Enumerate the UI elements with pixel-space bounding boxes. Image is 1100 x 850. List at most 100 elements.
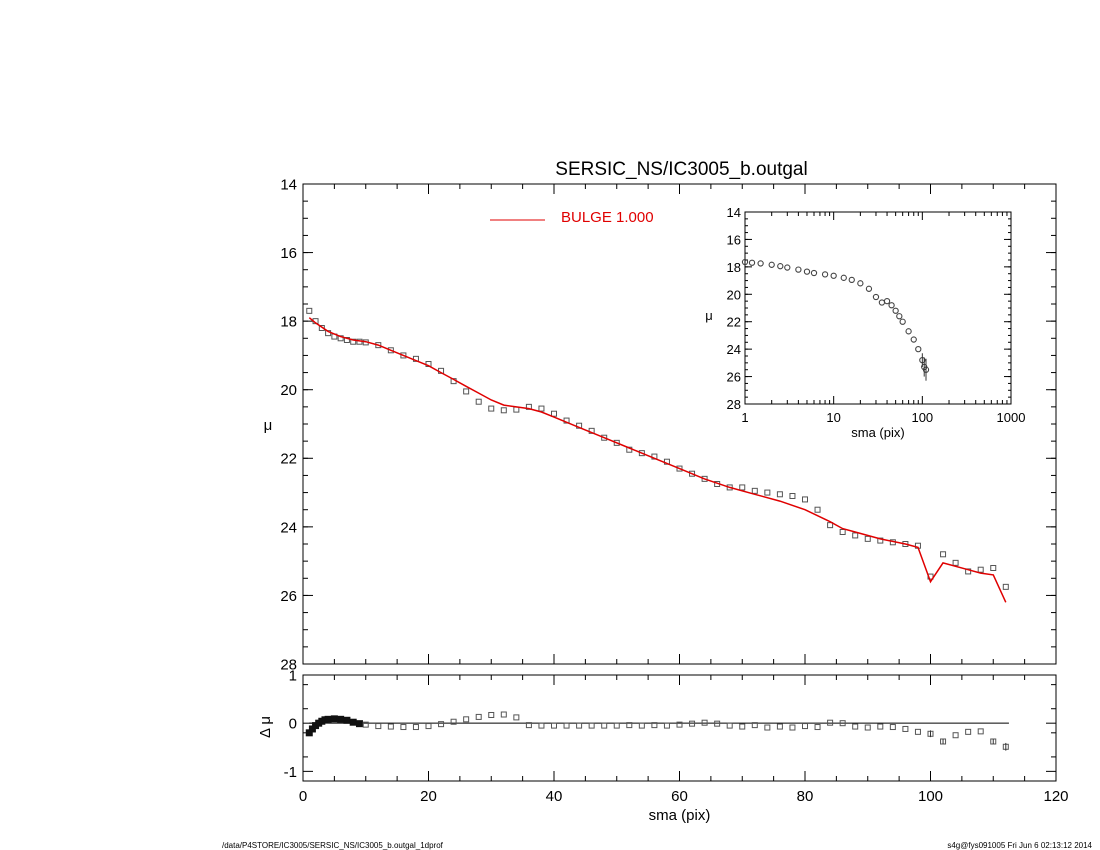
main-ytick-label: 26 [280, 588, 297, 605]
residual-point [362, 721, 369, 728]
inset-frame [744, 211, 1012, 405]
inset-point [892, 307, 899, 314]
inset-point [784, 264, 791, 271]
residual-point [349, 718, 357, 726]
inset-point [905, 328, 912, 335]
main-data-point [343, 337, 350, 343]
main-data-point [864, 535, 871, 542]
residual-point [789, 724, 796, 731]
residual-point [500, 711, 507, 718]
main-data-point [400, 352, 407, 359]
inset-ytick-label: 18 [727, 260, 741, 275]
main-data-point [500, 407, 507, 414]
residual-point [965, 728, 972, 735]
main-data-point [977, 566, 984, 573]
main-data-point [839, 529, 846, 535]
footer-path: /data/P4STORE/IC3005/SERSIC_NS/IC3005_b.… [222, 841, 443, 850]
chart-title: SERSIC_NS/IC3005_b.outgal [555, 159, 807, 180]
residual-point [343, 716, 351, 724]
inset-ytick-label: 22 [727, 315, 741, 330]
inset-point [857, 280, 864, 287]
main-data-point [990, 565, 997, 571]
residual-point [375, 723, 382, 730]
residual-ytick-label: 1 [289, 667, 297, 684]
inset-point [848, 276, 855, 284]
inset-point [821, 271, 829, 278]
inset-point [777, 263, 784, 270]
residual-point [355, 720, 363, 728]
main-ytick-label: 14 [280, 176, 297, 193]
inset-point [768, 261, 775, 268]
main-data-point [463, 388, 470, 395]
residual-point [689, 720, 696, 727]
residual-point [400, 724, 407, 731]
residual-point [940, 738, 947, 745]
inset-point [830, 272, 837, 279]
main-data-point [789, 493, 796, 499]
residual-point [839, 720, 846, 727]
residual-point [864, 724, 871, 731]
residual-point [902, 725, 909, 732]
residual-ytick-label: 0 [289, 716, 297, 733]
main-ylabel: μ [264, 417, 273, 434]
inset-point [795, 266, 802, 273]
main-ytick-label: 28 [280, 656, 297, 673]
residual-point [412, 724, 419, 731]
residual-point [475, 713, 482, 720]
main-data-point [852, 532, 859, 539]
residual-point [538, 722, 545, 729]
residual-xtick-label: 0 [299, 788, 307, 805]
inset-point [872, 293, 880, 301]
inset-point [741, 258, 749, 266]
residual-point [525, 722, 532, 729]
residual-point [977, 728, 984, 735]
residual-point [463, 716, 470, 723]
legend-label: BULGE 1.000 [561, 209, 654, 226]
residual-point [889, 724, 896, 731]
residual-point [714, 720, 721, 727]
main-frame [302, 183, 1057, 665]
footer-timestamp: s4g@fys091005 Fri Jun 6 02:13:12 2014 [947, 841, 1092, 850]
inset-point [896, 313, 903, 320]
residual-point [576, 722, 583, 729]
residual-point [914, 728, 921, 735]
main-panel: 14 16 18 20 22 24 26 28 SERSIC_NS/IC3005_b.outga… [264, 159, 1057, 673]
main-data-point [751, 487, 758, 494]
inset-point [878, 299, 886, 306]
residual-xlabel: sma (pix) [649, 807, 711, 824]
residual-xtick-label: 20 [420, 788, 437, 805]
main-data-point [827, 522, 834, 529]
residual-point [676, 721, 683, 728]
residual-xtick-label: 40 [546, 788, 563, 805]
residual-point [651, 722, 658, 729]
residual-point [438, 721, 445, 728]
inset-ylabel: μ [705, 308, 713, 323]
residual-point [563, 722, 570, 729]
inset-point [840, 274, 847, 281]
residual-point [588, 722, 595, 729]
main-data-point [940, 551, 947, 558]
residual-point [764, 724, 771, 731]
inset-xtick-label: 100 [911, 410, 933, 425]
residual-point [488, 711, 495, 718]
inset-xtick-label: 1000 [997, 410, 1026, 425]
residual-point [638, 722, 645, 729]
residual-point [814, 724, 821, 731]
residual-point [663, 722, 670, 729]
inset-ytick-label: 28 [727, 397, 741, 412]
residual-xtick-label: 100 [918, 788, 943, 805]
inset-panel: 14 16 18 20 22 24 26 281 10 100 1000 sma (pix) μ [705, 205, 1025, 440]
main-data-point [689, 470, 696, 477]
residual-point [802, 723, 808, 730]
residual-xtick-label: 120 [1043, 788, 1068, 805]
residual-point [450, 718, 457, 725]
main-data-point [701, 475, 708, 482]
residual-ylabel: Δ μ [257, 716, 274, 738]
inset-point [888, 302, 895, 309]
inset-xlabel: sma (pix) [851, 425, 904, 440]
main-data-point [551, 410, 557, 417]
residual-point [551, 722, 557, 729]
residual-point [827, 719, 834, 726]
inset-point [910, 336, 917, 343]
